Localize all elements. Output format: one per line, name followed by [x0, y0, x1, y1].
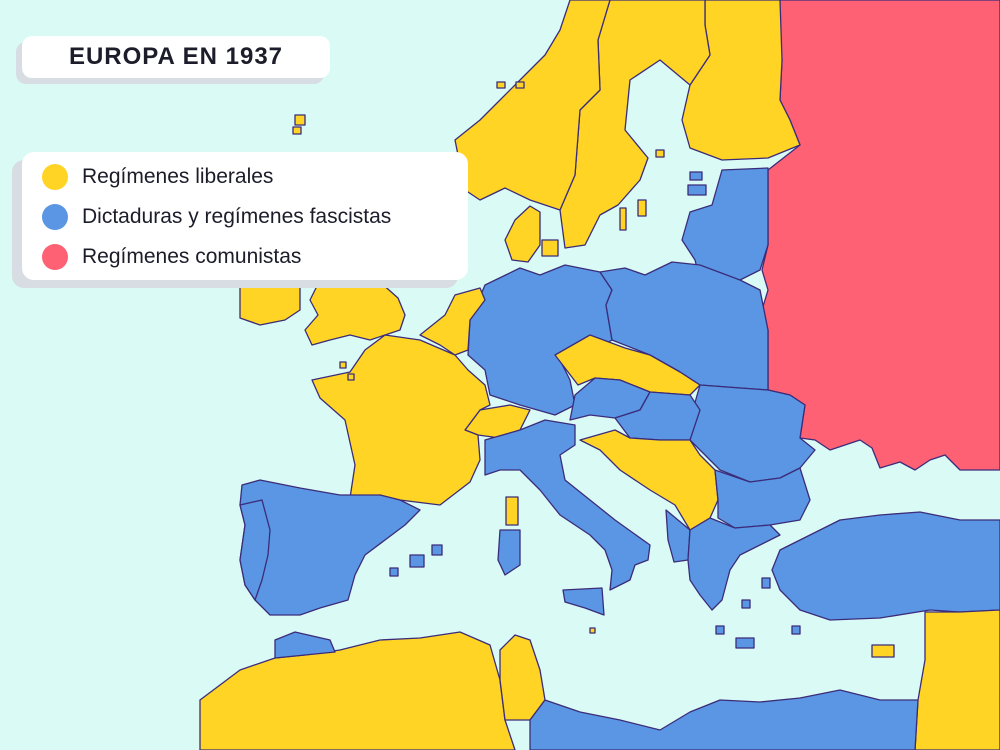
region-sicily [562, 587, 605, 616]
region-island-baltic-oland [637, 199, 647, 217]
region-island-faroes-2 [515, 81, 525, 89]
legend-item-communist: Regímenes comunistas [42, 244, 301, 270]
region-bulgaria [714, 467, 811, 529]
region-island-channel-1 [339, 361, 347, 369]
region-benelux [419, 287, 486, 356]
region-italy [484, 419, 651, 591]
region-greece [687, 517, 781, 611]
region-corsica [505, 496, 519, 526]
region-norway [454, 0, 611, 211]
region-island-malta [589, 627, 596, 634]
region-libya [529, 689, 919, 750]
region-denmark-zealand [541, 239, 559, 257]
legend-label-communist: Regímenes comunistas [82, 245, 302, 268]
region-island-baltic-saaremaa [687, 184, 707, 196]
region-albania [665, 509, 691, 563]
region-spanish-morocco [274, 631, 336, 659]
map-title-card: EUROPA EN 1937 [22, 36, 330, 78]
map-title: EUROPA EN 1937 [68, 43, 284, 70]
region-island-faroes-1 [496, 81, 506, 89]
region-switzerland [464, 404, 531, 439]
region-sardinia [497, 529, 521, 576]
region-island-orkney [292, 126, 302, 135]
legend-item-dictatorship: Dictaduras y regímenes fascistas [42, 204, 391, 230]
region-island-cyprus [871, 644, 895, 658]
region-island-balearic-1 [409, 554, 425, 568]
legend-label-liberal: Regímenes liberales [82, 165, 274, 188]
region-island-crete [735, 637, 755, 649]
region-island-aland [655, 149, 665, 158]
region-portugal [239, 499, 271, 601]
region-middle-east-mandates [914, 609, 1000, 750]
region-island-baltic-gotland [619, 207, 627, 231]
region-island-ionian [715, 625, 725, 635]
region-island-baltic-hiiumaa [689, 171, 703, 181]
region-france [311, 334, 491, 506]
region-island-aegean-1 [741, 599, 751, 609]
region-island-channel-2 [347, 373, 355, 381]
region-island-aegean-2 [761, 577, 771, 589]
map-legend: Regímenes liberales Dictaduras y regímen… [22, 152, 468, 280]
region-great-britain [304, 277, 406, 346]
legend-dot-liberal [42, 164, 68, 190]
legend-label-dictatorship: Dictaduras y regímenes fascistas [82, 205, 392, 228]
region-island-balearic-3 [389, 567, 399, 577]
legend-dot-communist [42, 244, 68, 270]
region-ireland [239, 281, 301, 326]
region-romania [689, 384, 816, 483]
region-czechoslovakia [554, 334, 701, 396]
region-island-shetland [294, 114, 306, 126]
region-island-rhodes [791, 625, 801, 635]
legend-item-liberal: Regímenes liberales [42, 164, 273, 190]
legend-dot-dictatorship [42, 204, 68, 230]
region-island-balearic-2 [431, 544, 443, 556]
region-denmark [504, 205, 541, 263]
